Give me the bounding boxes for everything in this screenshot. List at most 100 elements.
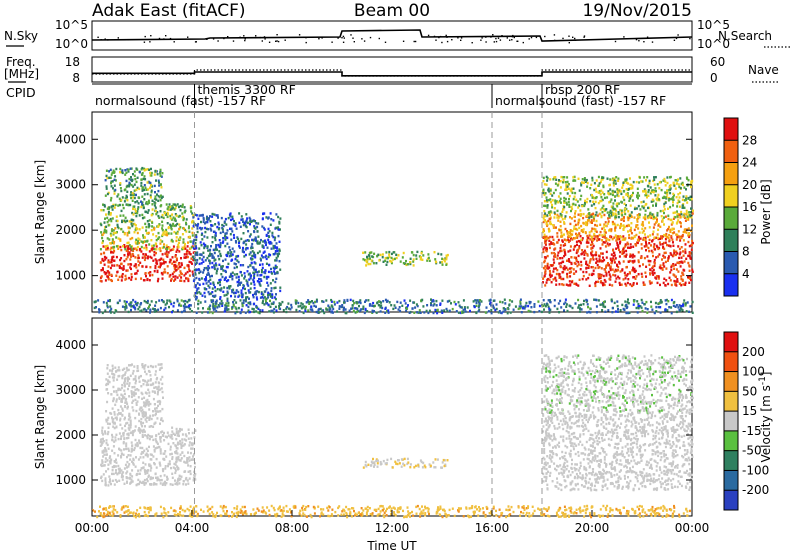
data-cell [672, 201, 674, 204]
data-cell [656, 245, 659, 249]
data-cell [620, 224, 623, 228]
data-cell [543, 200, 546, 203]
data-cell [239, 311, 242, 315]
data-cell [350, 307, 353, 310]
data-cell [556, 254, 559, 257]
data-cell [554, 276, 557, 279]
data-cell [103, 221, 106, 224]
data-cell [175, 239, 178, 243]
data-cell [132, 254, 135, 258]
data-cell [611, 238, 614, 241]
data-cell [398, 306, 401, 309]
data-cell [198, 291, 201, 294]
data-cell [420, 256, 422, 259]
data-cell [179, 459, 182, 462]
data-cell [134, 277, 137, 281]
data-cell [142, 461, 145, 464]
data-cell [650, 244, 652, 247]
data-cell [517, 307, 520, 311]
data-cell [105, 225, 108, 228]
data-cell [174, 469, 177, 472]
data-cell [637, 307, 640, 310]
data-cell [618, 237, 621, 241]
data-cell [138, 228, 141, 231]
data-cell [100, 223, 103, 227]
data-cell [626, 241, 629, 244]
noise-search-dot [485, 41, 487, 43]
data-cell [220, 302, 223, 305]
data-cell [683, 260, 686, 263]
data-cell [613, 261, 616, 264]
data-cell [231, 290, 234, 294]
data-cell [601, 234, 604, 237]
data-cell [274, 246, 277, 249]
data-cell [131, 252, 134, 256]
data-cell [126, 199, 129, 202]
data-cell [561, 283, 564, 286]
data-cell [147, 226, 150, 229]
data-cell [627, 210, 630, 213]
data-cell [617, 177, 620, 180]
data-cell [117, 278, 120, 281]
data-cell [663, 256, 666, 259]
data-cell [99, 276, 102, 279]
data-cell [445, 254, 448, 257]
data-cell [130, 305, 133, 308]
data-cell [198, 278, 201, 281]
data-cell [176, 230, 179, 234]
data-cell [607, 262, 609, 265]
noise-search-dot [638, 40, 640, 42]
data-cell [189, 470, 192, 473]
data-cell [272, 247, 275, 250]
data-cell [643, 176, 646, 179]
data-cell [552, 191, 555, 195]
data-cell [632, 245, 635, 248]
data-cell [148, 435, 151, 438]
data-cell [146, 301, 149, 305]
data-cell [119, 214, 122, 217]
data-cell [245, 304, 248, 307]
noise-search-dot [441, 41, 443, 44]
data-cell [136, 441, 139, 445]
data-cell [132, 463, 135, 466]
data-cell [171, 205, 174, 208]
data-cell [147, 469, 149, 472]
data-cell [256, 280, 259, 283]
data-cell [145, 447, 148, 451]
data-cell [224, 307, 227, 311]
data-cell [588, 261, 591, 264]
data-cell [670, 283, 673, 287]
data-cell [608, 238, 611, 242]
data-cell [185, 305, 188, 309]
data-cell [582, 181, 585, 184]
data-cell [674, 305, 677, 308]
data-cell [279, 268, 282, 271]
data-cell [105, 453, 108, 456]
data-cell [204, 230, 207, 234]
data-cell [566, 272, 569, 276]
data-cell [165, 228, 168, 232]
data-cell [192, 214, 195, 217]
data-cell [167, 442, 170, 446]
data-cell [148, 437, 151, 441]
data-cell [578, 226, 581, 230]
data-cell [258, 277, 260, 281]
data-cell [622, 235, 625, 238]
frequency-tick-bottom: 8 [72, 71, 80, 85]
noise-search-dot [261, 40, 263, 42]
data-cell [152, 438, 155, 442]
data-cell [682, 273, 685, 276]
data-cell [146, 220, 149, 223]
data-cell [135, 188, 138, 192]
data-cell [109, 176, 112, 179]
data-cell [133, 193, 135, 197]
data-cell [666, 193, 669, 196]
data-cell [212, 306, 215, 310]
data-cell [109, 462, 112, 465]
data-cell [160, 478, 163, 482]
data-cell [187, 306, 190, 309]
data-cell [572, 179, 575, 182]
data-cell [500, 311, 502, 314]
data-cell [238, 278, 240, 281]
data-cell [355, 301, 358, 304]
